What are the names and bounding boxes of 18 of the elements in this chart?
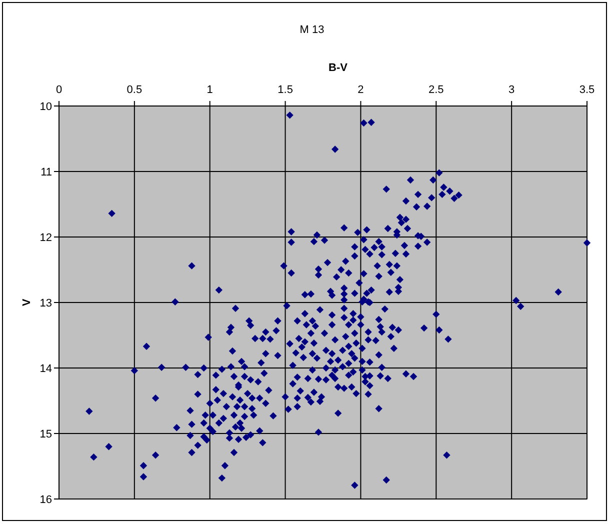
x-tick-label: 2.5 (428, 84, 444, 96)
x-tick-label: 0.5 (126, 84, 142, 96)
x-tick-label: 2 (358, 84, 364, 96)
x-tick-label: 0 (56, 84, 62, 96)
y-tick-label: 14 (40, 362, 52, 375)
y-tick-label: 16 (40, 494, 52, 506)
y-tick-label: 15 (40, 428, 52, 440)
y-axis-title: V (21, 298, 33, 306)
x-tick-label: 3.5 (579, 84, 595, 96)
x-tick-label: 1.5 (278, 84, 293, 96)
x-tick-label: 3 (508, 84, 515, 96)
x-tick-label: 1 (206, 84, 213, 96)
chart-title: M 13 (300, 24, 324, 36)
y-tick-label: 11 (40, 166, 52, 178)
y-tick-label: 12 (40, 232, 52, 244)
y-tick-label: 13 (40, 297, 52, 310)
x-axis-title: B-V (328, 62, 348, 74)
y-tick-label: 10 (40, 100, 52, 113)
